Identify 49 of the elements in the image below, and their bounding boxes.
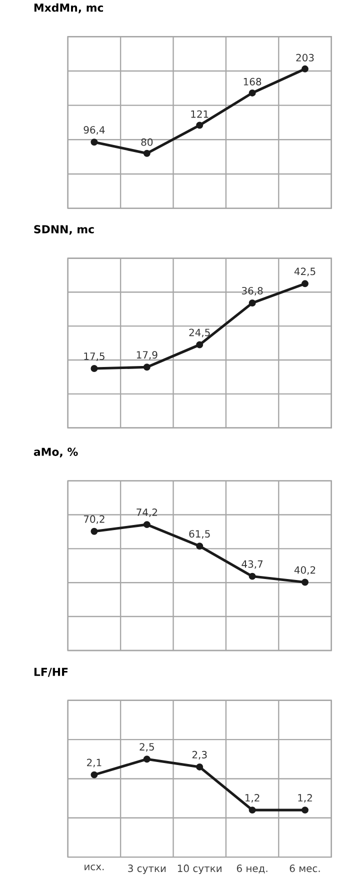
point — [248, 806, 256, 814]
point — [301, 806, 308, 814]
data-label: 17,9 — [136, 351, 158, 360]
point — [301, 578, 308, 586]
point — [248, 572, 256, 580]
data-label: 80 — [141, 138, 152, 146]
point — [196, 341, 203, 348]
data-label: 2,1 — [86, 758, 102, 768]
data-label: 61,5 — [189, 530, 210, 539]
point — [196, 542, 203, 550]
point — [196, 122, 203, 129]
x-tick-label: 6 нед. — [236, 864, 268, 874]
point — [248, 300, 256, 306]
data-label: 70,2 — [84, 515, 104, 524]
point — [90, 528, 98, 535]
data-label: 43,7 — [242, 560, 262, 569]
point — [143, 150, 150, 157]
data-label: 2,3 — [192, 750, 207, 760]
x-tick-label: исх. — [84, 864, 104, 870]
x-tick-label: 6 мес. — [290, 864, 320, 872]
data-label: 2,5 — [140, 743, 154, 752]
data-label: 40,2 — [294, 566, 315, 575]
point — [301, 65, 308, 72]
data-label: 1,2 — [245, 794, 260, 803]
data-label: 203 — [296, 54, 314, 62]
data-label: 24,5 — [189, 328, 210, 338]
point — [143, 521, 150, 528]
point — [301, 280, 308, 288]
point — [248, 89, 256, 96]
data-label: 74,2 — [136, 508, 157, 518]
data-label: 17,5 — [84, 352, 104, 361]
data-label: 36,8 — [242, 286, 263, 296]
data-label: 1,2 — [298, 794, 312, 803]
point — [90, 771, 98, 778]
chart-title: aMo, % — [34, 448, 78, 458]
point — [143, 364, 150, 371]
point — [90, 138, 98, 146]
point — [196, 763, 203, 770]
point — [143, 756, 150, 763]
chart-title: LF/HF — [34, 668, 68, 677]
x-tick-label: 3 сутки — [128, 864, 166, 874]
x-tick-label: 10 сутки — [178, 864, 222, 874]
data-label: 168 — [244, 78, 261, 86]
chart-title: MxdMn, mc — [34, 3, 103, 14]
data-label: 42,5 — [294, 268, 316, 276]
data-label: 121 — [191, 110, 208, 118]
point — [90, 365, 98, 372]
data-label: 96,4 — [84, 126, 105, 135]
chart-title: SDNN, mc — [34, 225, 94, 235]
